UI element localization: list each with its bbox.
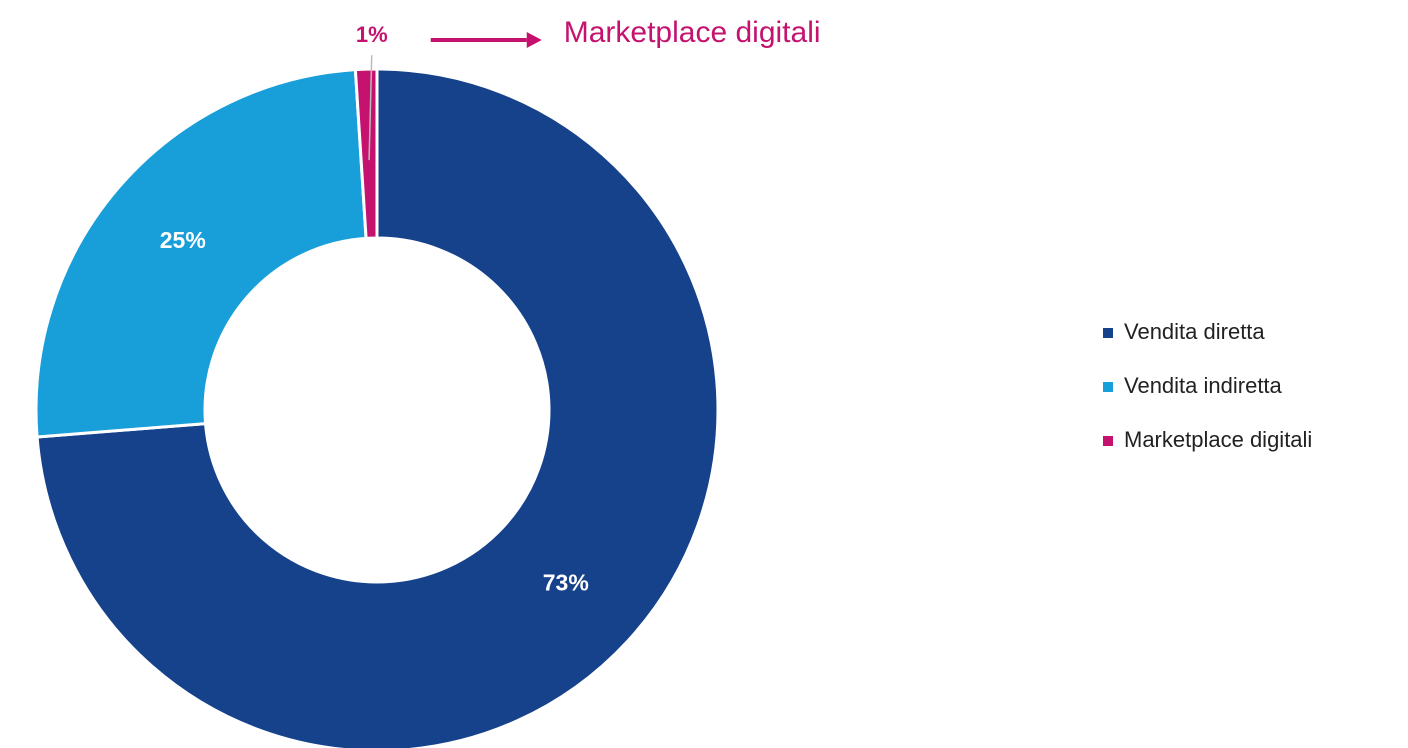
legend-label: Vendita indiretta: [1124, 373, 1283, 398]
value-label: 25%: [160, 227, 206, 253]
slices: [34, 67, 720, 748]
leader-line: [368, 55, 373, 161]
slice: [34, 68, 368, 439]
legend-label: Marketplace digitali: [1124, 427, 1312, 452]
arrow-head: [526, 32, 542, 48]
legend-label: Vendita diretta: [1124, 319, 1265, 344]
labels: 73% 25% 1% Marketplace digitali: [160, 16, 821, 596]
slice: [353, 67, 379, 240]
annotation: Marketplace digitali: [564, 16, 821, 49]
legend-swatch: [1103, 328, 1113, 338]
value-label: 73%: [543, 569, 589, 595]
legend: Vendita diretta Vendita indiretta Marketpl…: [1103, 319, 1312, 452]
legend-swatch: [1103, 436, 1113, 446]
slice: [35, 67, 720, 748]
legend-swatch: [1103, 382, 1113, 392]
value-label: 1%: [356, 22, 388, 47]
